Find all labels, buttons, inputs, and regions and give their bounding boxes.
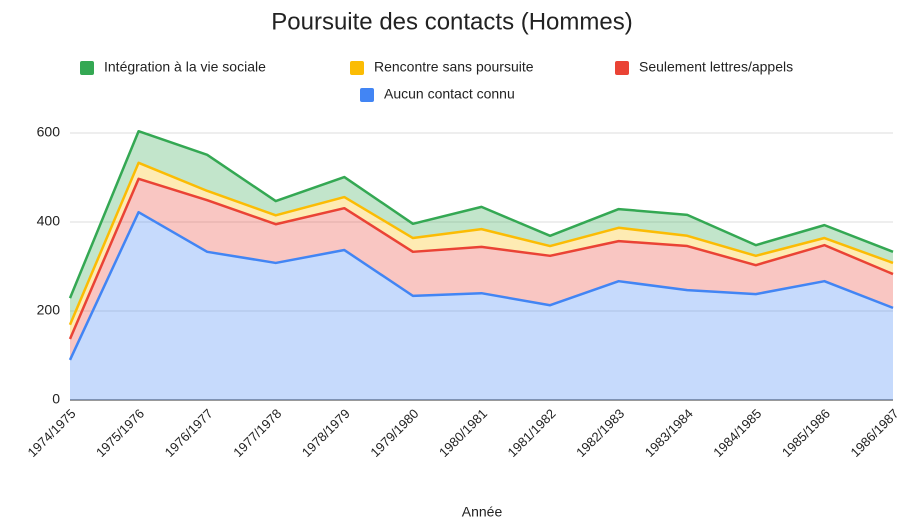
legend-label: Intégration à la vie sociale	[104, 59, 266, 75]
legend-swatch	[350, 61, 364, 75]
y-tick-label: 0	[52, 391, 60, 407]
legend-label: Rencontre sans poursuite	[374, 59, 534, 75]
area-line	[68, 161, 894, 326]
legend-swatch	[80, 61, 94, 75]
y-tick-label: 400	[37, 213, 61, 229]
area-fill	[70, 212, 893, 400]
y-tick-label: 200	[37, 302, 61, 318]
legend-swatch	[615, 61, 629, 75]
chart-title: Poursuite des contacts (Hommes)	[271, 8, 632, 35]
area-fill	[70, 178, 893, 360]
legend-swatch	[360, 88, 374, 102]
legend-label: Seulement lettres/appels	[639, 59, 793, 75]
area-line	[68, 129, 894, 299]
legend-label: Aucun contact connu	[384, 86, 515, 102]
area-line	[68, 177, 894, 340]
area-line	[68, 210, 894, 361]
y-tick-label: 600	[37, 124, 61, 140]
area-fill	[70, 162, 893, 340]
x-axis-label: Année	[462, 504, 503, 520]
